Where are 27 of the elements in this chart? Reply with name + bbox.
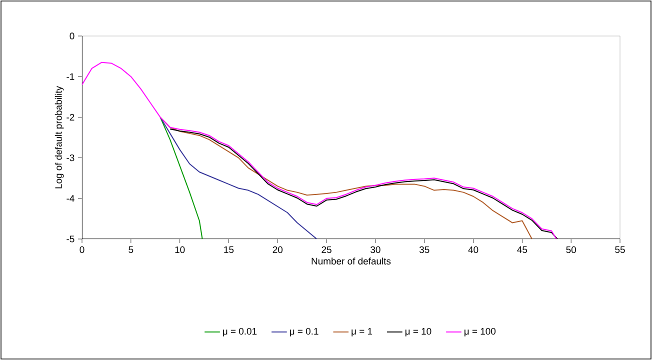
line-series [160,116,203,240]
legend-label: μ = 0.1 [290,328,318,336]
x-tick-label: 25 [322,246,332,254]
y-tick-label: -3 [66,154,74,162]
x-tick-label: 5 [128,246,134,253]
y-axis-title: Log of default probability [54,86,64,188]
x-tick-label: 0 [80,246,84,254]
x-tick-label: 10 [175,246,185,254]
x-tick-label: 40 [468,246,478,254]
y-tick-label: -2 [66,114,74,121]
legend-label: μ = 0.01 [223,328,257,336]
x-tick-label: 55 [615,246,625,253]
x-tick-label: 20 [272,246,283,254]
legend-label: μ = 100 [464,328,496,336]
x-tick-label: 50 [566,246,576,254]
legend-label: μ = 1 [352,328,372,336]
y-tick-label: -5 [66,236,74,242]
x-tick-label: 35 [419,246,430,254]
y-tick-label: -4 [66,195,74,202]
x-axis-title: Number of defaults [312,258,391,265]
x-tick-label: 30 [370,246,380,254]
y-tick-label: 0 [70,32,74,40]
line-series [82,62,557,240]
x-tick-label: 15 [224,246,234,253]
x-tick-label: 45 [517,246,528,253]
y-tick-label: -1 [66,73,74,80]
legend-label: μ = 10 [405,328,432,336]
